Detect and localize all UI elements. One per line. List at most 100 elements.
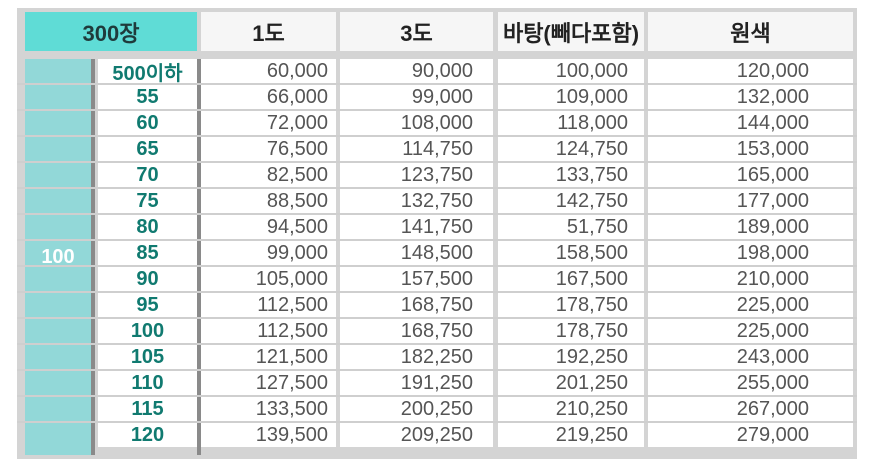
price-background: 178,750 <box>498 293 644 317</box>
price-3-color: 209,250 <box>340 423 493 447</box>
table-row: 90 105,000 157,500 167,500 210,000 <box>17 265 857 291</box>
price-background: 133,750 <box>498 163 644 187</box>
table-row: 500이하 60,000 90,000 100,000 120,000 <box>17 59 857 85</box>
price-table: 300장 1도 3도 바탕(빼다포함) 원색 100 500이하 60,000 90… <box>17 8 857 459</box>
row-size: 120 <box>98 423 197 447</box>
header-1-color: 1도 <box>201 12 336 51</box>
price-background: 201,250 <box>498 371 644 395</box>
table-row: 75 88,500 132,750 142,750 177,000 <box>17 187 857 213</box>
price-full-color: 189,000 <box>648 215 853 239</box>
price-full-color: 120,000 <box>648 59 853 83</box>
table-header: 300장 1도 3도 바탕(빼다포함) 원색 <box>17 8 857 51</box>
row-size: 85 <box>98 241 197 265</box>
row-size: 95 <box>98 293 197 317</box>
row-size: 60 <box>98 111 197 135</box>
price-3-color: 141,750 <box>340 215 493 239</box>
price-background: 142,750 <box>498 189 644 213</box>
row-size: 70 <box>98 163 197 187</box>
price-3-color: 108,000 <box>340 111 493 135</box>
table-row: 55 66,000 99,000 109,000 132,000 <box>17 83 857 109</box>
price-background: 100,000 <box>498 59 644 83</box>
price-full-color: 225,000 <box>648 293 853 317</box>
table-row: 110 127,500 191,250 201,250 255,000 <box>17 369 857 395</box>
price-1-color: 94,500 <box>201 215 336 239</box>
header-3-color: 3도 <box>340 12 493 51</box>
price-background: 158,500 <box>498 241 644 265</box>
price-background: 118,000 <box>498 111 644 135</box>
price-full-color: 177,000 <box>648 189 853 213</box>
price-background: 124,750 <box>498 137 644 161</box>
price-3-color: 90,000 <box>340 59 493 83</box>
price-3-color: 157,500 <box>340 267 493 291</box>
price-background: 219,250 <box>498 423 644 447</box>
table-row: 85 99,000 148,500 158,500 198,000 <box>17 239 857 265</box>
header-background: 바탕(빼다포함) <box>498 12 644 51</box>
price-1-color: 60,000 <box>201 59 336 83</box>
table-row: 120 139,500 209,250 219,250 279,000 <box>17 421 857 447</box>
price-3-color: 123,750 <box>340 163 493 187</box>
table-row: 100 112,500 168,750 178,750 225,000 <box>17 317 857 343</box>
table-row: 65 76,500 114,750 124,750 153,000 <box>17 135 857 161</box>
price-full-color: 153,000 <box>648 137 853 161</box>
price-full-color: 198,000 <box>648 241 853 265</box>
table-row: 95 112,500 168,750 178,750 225,000 <box>17 291 857 317</box>
row-size: 500이하 <box>98 59 197 85</box>
price-1-color: 133,500 <box>201 397 336 421</box>
price-background: 178,750 <box>498 319 644 343</box>
price-3-color: 182,250 <box>340 345 493 369</box>
price-1-color: 82,500 <box>201 163 336 187</box>
price-1-color: 121,500 <box>201 345 336 369</box>
price-full-color: 243,000 <box>648 345 853 369</box>
column-divider <box>197 59 201 455</box>
row-size: 100 <box>98 319 197 343</box>
header-full-color: 원색 <box>648 12 853 51</box>
price-3-color: 168,750 <box>340 293 493 317</box>
price-background: 51,750 <box>498 215 644 239</box>
price-3-color: 99,000 <box>340 85 493 109</box>
row-size: 55 <box>98 85 197 109</box>
price-1-color: 66,000 <box>201 85 336 109</box>
price-1-color: 105,000 <box>201 267 336 291</box>
price-full-color: 279,000 <box>648 423 853 447</box>
price-3-color: 168,750 <box>340 319 493 343</box>
price-3-color: 200,250 <box>340 397 493 421</box>
row-size: 75 <box>98 189 197 213</box>
row-size: 105 <box>98 345 197 369</box>
price-background: 109,000 <box>498 85 644 109</box>
price-1-color: 127,500 <box>201 371 336 395</box>
price-3-color: 191,250 <box>340 371 493 395</box>
price-full-color: 132,000 <box>648 85 853 109</box>
price-1-color: 72,000 <box>201 111 336 135</box>
table-row: 70 82,500 123,750 133,750 165,000 <box>17 161 857 187</box>
price-3-color: 148,500 <box>340 241 493 265</box>
price-3-color: 132,750 <box>340 189 493 213</box>
price-full-color: 225,000 <box>648 319 853 343</box>
table-row: 80 94,500 141,750 51,750 189,000 <box>17 213 857 239</box>
price-1-color: 112,500 <box>201 293 336 317</box>
price-full-color: 255,000 <box>648 371 853 395</box>
price-full-color: 210,000 <box>648 267 853 291</box>
price-1-color: 88,500 <box>201 189 336 213</box>
price-background: 210,250 <box>498 397 644 421</box>
price-full-color: 144,000 <box>648 111 853 135</box>
row-size: 65 <box>98 137 197 161</box>
table-row: 105 121,500 182,250 192,250 243,000 <box>17 343 857 369</box>
row-size: 80 <box>98 215 197 239</box>
row-size: 110 <box>98 371 197 395</box>
price-full-color: 267,000 <box>648 397 853 421</box>
width-label: 100 <box>25 59 91 455</box>
price-1-color: 112,500 <box>201 319 336 343</box>
header-quantity: 300장 <box>25 12 197 51</box>
column-divider <box>91 59 95 455</box>
price-1-color: 99,000 <box>201 241 336 265</box>
table-row: 60 72,000 108,000 118,000 144,000 <box>17 109 857 135</box>
row-size: 90 <box>98 267 197 291</box>
price-full-color: 165,000 <box>648 163 853 187</box>
price-background: 192,250 <box>498 345 644 369</box>
price-1-color: 76,500 <box>201 137 336 161</box>
price-background: 167,500 <box>498 267 644 291</box>
price-3-color: 114,750 <box>340 137 493 161</box>
row-size: 115 <box>98 397 197 421</box>
table-row: 115 133,500 200,250 210,250 267,000 <box>17 395 857 421</box>
price-1-color: 139,500 <box>201 423 336 447</box>
